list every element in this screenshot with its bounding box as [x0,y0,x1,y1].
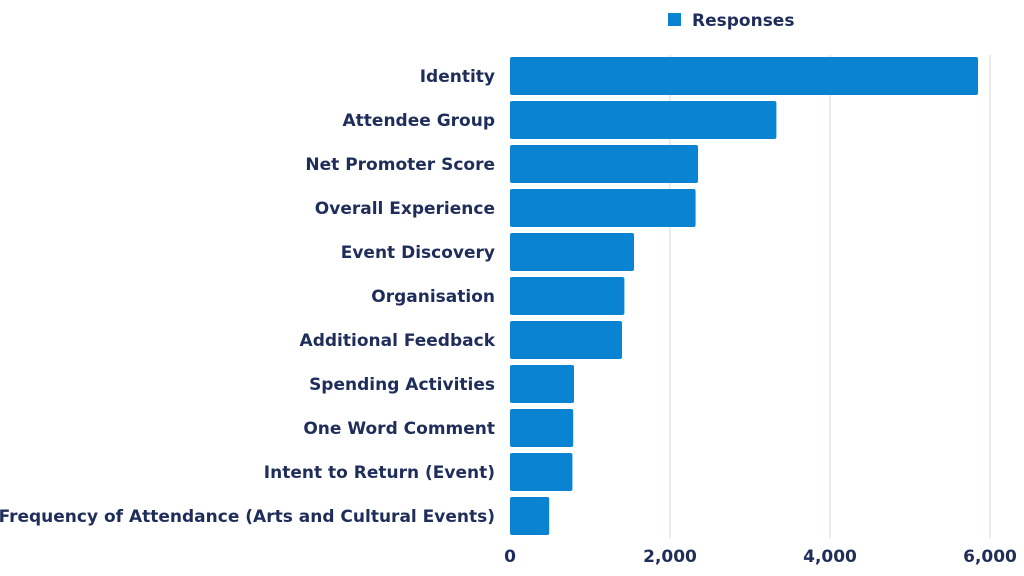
legend-label: Responses [692,11,794,31]
category-label: Net Promoter Score [305,155,495,175]
category-label: Intent to Return (Event) [264,463,495,483]
bar [510,321,622,359]
bar [510,145,698,183]
bar [510,189,696,227]
legend-swatch [668,13,681,26]
x-axis-ticks: 0 2,000 4,000 6,000 [504,547,1017,567]
category-label: Spending Activities [309,375,495,395]
bar [510,101,777,139]
bar [510,497,550,535]
category-label: Frequency of Attendance (Arts and Cultur… [0,507,495,527]
category-label: Event Discovery [341,243,495,263]
x-tick-label: 0 [504,547,516,567]
bar [510,277,625,315]
bars [510,57,978,535]
category-label: Identity [420,67,495,87]
legend: Responses [668,11,794,31]
category-label: Overall Experience [315,199,495,219]
category-label: Additional Feedback [300,331,496,351]
bar [510,453,573,491]
category-label: Organisation [371,287,495,307]
category-label: One Word Comment [303,419,495,439]
bar [510,365,574,403]
x-tick-label: 4,000 [803,547,857,567]
bar [510,409,574,447]
x-tick-label: 2,000 [643,547,697,567]
bar [510,57,978,95]
x-tick-label: 6,000 [963,547,1017,567]
category-label: Attendee Group [343,111,495,131]
category-labels: Identity Attendee Group Net Promoter Score… [0,67,496,527]
bar [510,233,634,271]
